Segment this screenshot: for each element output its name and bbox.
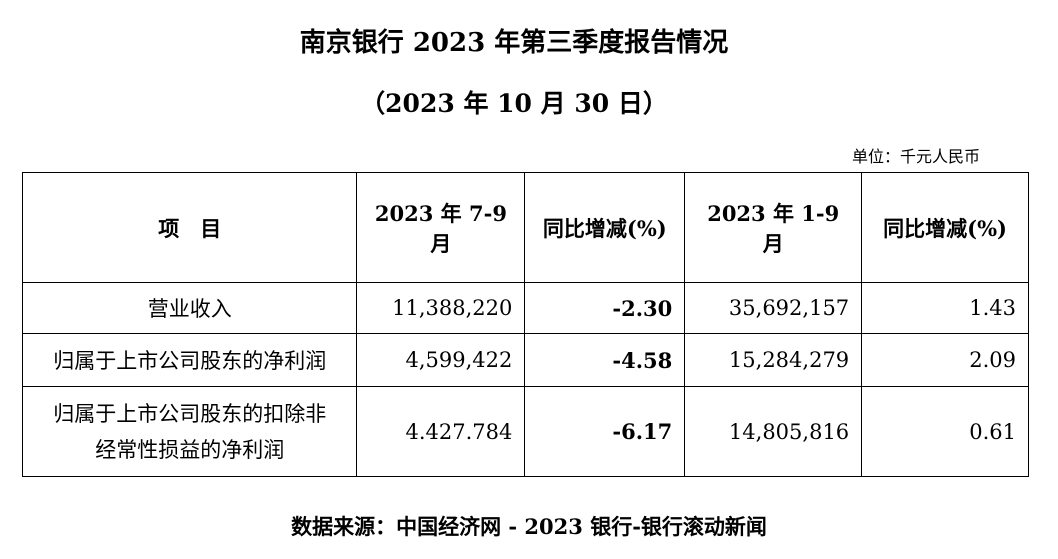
row-label: 归属于上市公司股东的扣除非 经常性损益的净利润 <box>21 386 358 477</box>
cell: 35,692,157 <box>684 282 863 334</box>
cell: 1.43 <box>861 282 1029 334</box>
row-label-line: 经常性损益的净利润 <box>95 437 285 462</box>
cell: -6.17 <box>524 386 686 477</box>
cell: 4.427.784 <box>356 386 526 477</box>
row-label-line: 营业收入 <box>147 297 232 321</box>
cell: -2.30 <box>524 282 686 334</box>
title: 南京银行 2023 年第三季度报告情况 <box>299 28 729 58</box>
row-label-line: 归属于上市公司股东的扣除非 <box>53 401 327 426</box>
column-header: 同比增减(%) <box>524 172 686 283</box>
cell: 11,388,220 <box>356 282 526 334</box>
cell: 2.09 <box>861 333 1029 387</box>
report-table: 项 目 2023 年 7-9 月同比增减(%) 2023 年 1-9 月同比增减(%… <box>21 172 1029 477</box>
cell: 15,284,279 <box>684 333 863 387</box>
cell: 4,599,422 <box>356 333 526 387</box>
subtitle: （2023 年 10 月 30 日） <box>360 89 668 118</box>
cell: 14,805,816 <box>684 386 863 477</box>
table-row: 营业收入 11,388,220 -2.30 35,692,157 1.43 <box>21 282 1029 334</box>
column-header: 2023 年 1-9 月 <box>684 172 863 283</box>
row-label-line: 归属于上市公司股东的净利润 <box>53 349 327 373</box>
row-label: 归属于上市公司股东的净利润 <box>21 333 358 387</box>
column-header: 项 目 <box>21 172 358 283</box>
header-row: 项 目 2023 年 7-9 月同比增减(%) 2023 年 1-9 月同比增减(%… <box>21 172 1029 283</box>
source: 数据来源：中国经济网 - 2023 银行-银行滚动新闻 <box>291 514 767 539</box>
unit: 单位：千元人民币 <box>852 147 981 166</box>
table-body: 营业收入 11,388,220 -2.30 35,692,157 1.43 归属于上市公司… <box>21 282 1029 477</box>
cell: 0.61 <box>861 386 1029 477</box>
column-header: 2023 年 7-9 月 <box>356 172 526 283</box>
table-row: 归属于上市公司股东的扣除非 经常性损益的净利润 4.427.784 -6.17 14,8… <box>21 386 1029 477</box>
row-label: 营业收入 <box>21 282 358 334</box>
cell: -4.58 <box>524 333 686 387</box>
column-header: 同比增减(%) <box>861 172 1029 283</box>
table-row: 归属于上市公司股东的净利润 4,599,422 -4.58 15,284,279 2.0… <box>21 333 1029 387</box>
